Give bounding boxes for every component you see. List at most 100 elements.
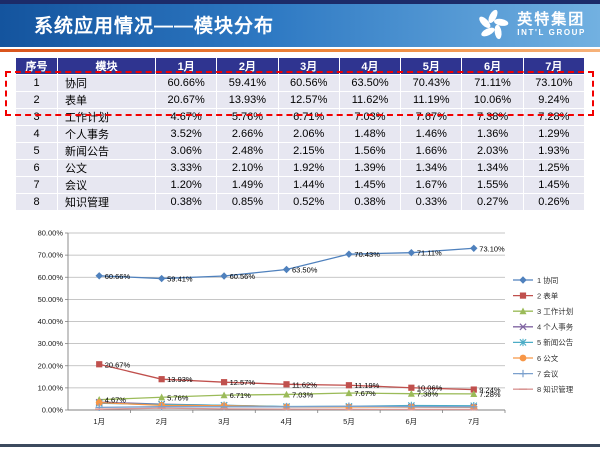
data-label: 11.19% (354, 381, 379, 390)
table-row: 2 表单 20.67% 13.93% 12.57% 11.62% 11.19% 10.06% 9… (15, 91, 586, 109)
legend-label: 7 会议 (537, 368, 559, 378)
marker-square (470, 386, 477, 393)
table-cell: 71.11% (461, 74, 524, 92)
table-cell: 7.03% (338, 108, 402, 126)
x-axis-label: 1月 (93, 417, 105, 426)
table-cell: 新闻公告 (57, 142, 156, 160)
marker-square (345, 382, 353, 389)
table-cell: 63.50% (338, 74, 402, 92)
table-cell: 1.34% (461, 159, 524, 177)
table-row: 6 公文 3.33% 2.10% 1.92% 1.39% 1.34% 1.34% 1.25% (15, 159, 586, 177)
table-cell: 1.67% (400, 176, 463, 194)
table-cell: 1.44% (277, 176, 340, 194)
y-axis-label: 70.00% (38, 251, 64, 260)
table-cell: 1.56% (338, 142, 402, 160)
footer-divider (0, 444, 600, 447)
table-row: 5 新闻公告 3.06% 2.48% 2.15% 1.56% 1.66% 2.03% 1.93% (15, 142, 586, 160)
table-cell: 3.52% (154, 125, 218, 143)
marker-diamond (470, 244, 478, 252)
table-cell: 10.06% (461, 91, 524, 109)
table-cell: 8 (15, 193, 58, 211)
marker-square (519, 292, 527, 299)
data-label: 9.24% (479, 386, 501, 395)
legend-label: 4 个人事务 (537, 322, 574, 332)
table-cell: 2.48% (216, 142, 279, 160)
legend-label: 1 协同 (537, 275, 558, 285)
column-header-0: 序号 (15, 57, 58, 75)
marker-square (408, 384, 415, 391)
table-cell: 59.41% (216, 74, 279, 92)
table-cell: 表单 (57, 91, 156, 109)
marker-asterisk (519, 338, 527, 347)
table-cell: 20.67% (154, 91, 218, 109)
table-cell: 3.33% (154, 159, 218, 177)
marker-diamond (345, 250, 353, 258)
table-cell: 0.85% (216, 193, 279, 211)
table-cell: 1 (15, 74, 58, 92)
column-header-4: 3月 (277, 57, 340, 75)
legend-item: 7 会议 (513, 368, 559, 378)
table-cell: 3.06% (154, 142, 218, 160)
table-cell: 2.03% (461, 142, 524, 160)
legend-item: 2 表单 (513, 290, 559, 300)
table-cell: 知识管理 (57, 193, 156, 211)
data-label: 70.43% (354, 250, 380, 259)
table-cell: 7.28% (522, 108, 586, 126)
table-row: 1 协同 60.66% 59.41% 60.56% 63.50% 70.43% 71.11% 7… (15, 74, 586, 92)
legend-item: 6 公文 (513, 353, 559, 363)
table-cell: 11.62% (338, 91, 402, 109)
column-header-5: 4月 (338, 57, 402, 75)
marker-triangle (519, 307, 527, 315)
data-label: 11.62% (292, 380, 317, 389)
data-label: 4.67% (105, 396, 127, 405)
marker-diamond (282, 265, 291, 274)
data-label: 7.38% (417, 390, 439, 399)
data-label: 7.03% (292, 390, 314, 399)
column-header-1: 模块 (57, 57, 156, 75)
marker-x (519, 323, 527, 331)
marker-triangle (345, 389, 353, 397)
table-cell: 1.36% (461, 125, 524, 143)
table-cell: 7.67% (400, 108, 463, 126)
column-header-6: 5月 (400, 57, 463, 75)
y-axis-label: 40.00% (38, 317, 64, 326)
data-label: 7.28% (479, 390, 501, 399)
module-table: 序号 模块 1月 2月 3月 4月 5月 6月 7月 1 协同 60.66% 59.41% 60.56%… (15, 57, 586, 211)
table-cell: 1.34% (400, 159, 463, 177)
table-cell: 13.93% (216, 91, 279, 109)
marker-triangle (220, 391, 228, 399)
marker-square (158, 376, 165, 383)
x-axis-label: 5月 (343, 417, 355, 426)
legend-label: 2 表单 (537, 290, 559, 300)
table-cell: 2.66% (216, 125, 279, 143)
marker-triangle (158, 393, 166, 401)
marker-circle (519, 354, 527, 362)
table-cell: 1.46% (400, 125, 463, 143)
column-header-8: 7月 (522, 57, 586, 75)
header-divider (0, 49, 600, 52)
legend-item: 5 新闻公告 (513, 337, 574, 347)
table-cell: 会议 (57, 176, 156, 194)
table-cell: 4.67% (154, 108, 218, 126)
marker-square (220, 379, 228, 386)
table-cell: 2.15% (277, 142, 340, 160)
legend-item: 4 个人事务 (513, 322, 574, 332)
legend-item: 8 知识管理 (513, 384, 574, 394)
table-cell: 60.56% (277, 74, 340, 92)
table-row: 8 知识管理 0.38% 0.85% 0.52% 0.38% 0.33% 0.27% 0.26% (15, 193, 586, 211)
data-label: 71.11% (417, 249, 442, 258)
table-cell: 11.19% (400, 91, 463, 109)
company-logo: 英特集团 INT'L GROUP (476, 8, 586, 42)
marker-plus (519, 369, 527, 378)
data-label: 59.41% (167, 275, 193, 284)
data-label: 20.67% (105, 360, 131, 369)
marker-square (283, 381, 290, 388)
y-axis-label: 80.00% (38, 229, 64, 238)
table-cell: 6 (15, 159, 58, 177)
table-cell: 0.38% (154, 193, 218, 211)
table-cell: 1.29% (522, 125, 586, 143)
table-cell: 1.66% (400, 142, 463, 160)
y-axis-label: 30.00% (38, 339, 64, 348)
table-cell: 6.71% (277, 108, 340, 126)
table-cell: 1.93% (522, 142, 586, 160)
